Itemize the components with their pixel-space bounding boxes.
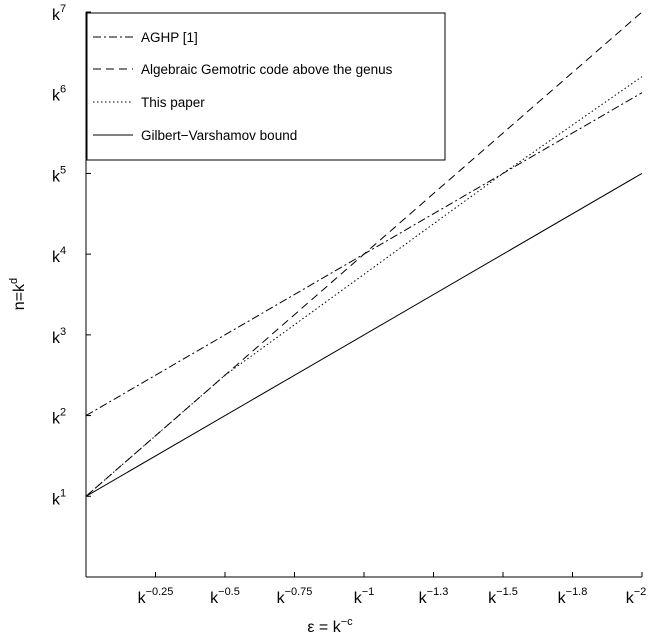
x-tick-label: k−1.3 <box>419 586 449 607</box>
x-tick-label: k−2 <box>626 586 647 607</box>
series-layer <box>85 11 643 497</box>
legend-box <box>86 12 446 161</box>
series-line-1 <box>85 11 643 497</box>
series-line-2 <box>85 76 643 497</box>
x-tick-label: k−0.5 <box>210 586 240 607</box>
y-tick-label: k1 <box>52 487 66 508</box>
y-tick-label: k7 <box>52 3 66 24</box>
legend-items: AGHP [1] Algebraic Gemotric code above th… <box>93 30 393 143</box>
x-tick-label: k−1.5 <box>488 586 518 607</box>
y-tick-labels: k1 k2 k3 k4 k5 k6 k7 <box>52 3 91 508</box>
y-axis-label: n=kd <box>8 278 28 310</box>
legend-label: AGHP [1] <box>141 30 198 45</box>
legend-label: Gilbert−Varshamov bound <box>141 128 297 143</box>
legend: AGHP [1] Algebraic Gemotric code above th… <box>86 12 446 161</box>
legend-label: Algebraic Gemotric code above the genus <box>141 62 393 77</box>
y-tick-label: k5 <box>52 164 66 185</box>
x-tick-label: k−0.75 <box>277 586 313 607</box>
y-tick-label: k3 <box>52 326 66 347</box>
x-tick-label: k−1 <box>354 586 375 607</box>
legend-label: This paper <box>141 95 205 110</box>
y-tick-label: k2 <box>52 407 66 428</box>
x-tick-label: k−1.8 <box>558 586 588 607</box>
x-tick-label: k−0.25 <box>138 586 174 607</box>
x-axis-label: ε = k−c <box>307 616 353 636</box>
y-tick-label: k4 <box>52 245 66 266</box>
x-tick-labels: k−0.25 k−0.5 k−0.75 k−1 k−1.3 k−1.5 k−1.8 k−2 <box>138 572 647 607</box>
series-line-3 <box>85 172 643 497</box>
y-tick-label: k6 <box>52 84 66 105</box>
